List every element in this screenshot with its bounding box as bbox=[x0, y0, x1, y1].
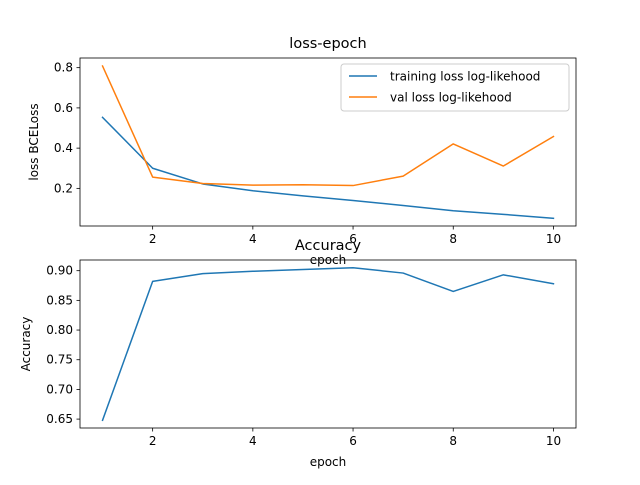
x-tick-label: 8 bbox=[449, 434, 457, 448]
x-tick-label: 10 bbox=[546, 232, 561, 246]
y-tick-label: 0.75 bbox=[46, 353, 73, 367]
x-tick-label: 6 bbox=[349, 232, 357, 246]
legend-label: val loss log-likehood bbox=[390, 91, 512, 105]
legend-label: training loss log-likehood bbox=[390, 70, 540, 84]
y-tick-label: 0.80 bbox=[46, 323, 73, 337]
series-line-2 bbox=[101, 65, 555, 187]
legend-box bbox=[340, 63, 570, 112]
chart-title: loss-epoch bbox=[289, 36, 366, 52]
x-axis-label: epoch bbox=[310, 455, 347, 469]
y-tick-label: 0.85 bbox=[46, 293, 73, 307]
y-axis-label: Accuracy bbox=[19, 317, 33, 372]
y-tick-label: 0.4 bbox=[54, 141, 73, 155]
x-tick-label: 10 bbox=[546, 434, 561, 448]
plot-frame bbox=[79, 57, 577, 227]
plot-frame bbox=[79, 259, 577, 429]
chart-title: Accuracy bbox=[295, 238, 362, 254]
y-axis-label: loss BCELoss bbox=[27, 103, 41, 180]
y-tick-label: 0.90 bbox=[46, 264, 73, 278]
x-tick-label: 8 bbox=[449, 232, 457, 246]
series-line-1 bbox=[101, 116, 555, 220]
y-tick-label: 0.6 bbox=[54, 101, 73, 115]
y-tick-label: 0.2 bbox=[54, 181, 73, 195]
series-line-1 bbox=[101, 266, 555, 422]
x-tick-label: 2 bbox=[149, 232, 157, 246]
x-tick-label: 4 bbox=[249, 434, 257, 448]
x-tick-label: 6 bbox=[349, 434, 357, 448]
chart-2: 2 4 6 8 10 0.65 0.70 0.75 0.80 0.85 0.90 epoch Accur… bbox=[19, 238, 577, 469]
y-tick-label: 0.70 bbox=[46, 382, 73, 396]
legend: training loss log-likehood val loss log-l… bbox=[340, 63, 570, 112]
x-tick-label: 4 bbox=[249, 232, 257, 246]
y-tick-label: 0.65 bbox=[46, 412, 73, 426]
x-tick-label: 2 bbox=[149, 434, 157, 448]
y-tick-label: 0.8 bbox=[54, 61, 73, 75]
